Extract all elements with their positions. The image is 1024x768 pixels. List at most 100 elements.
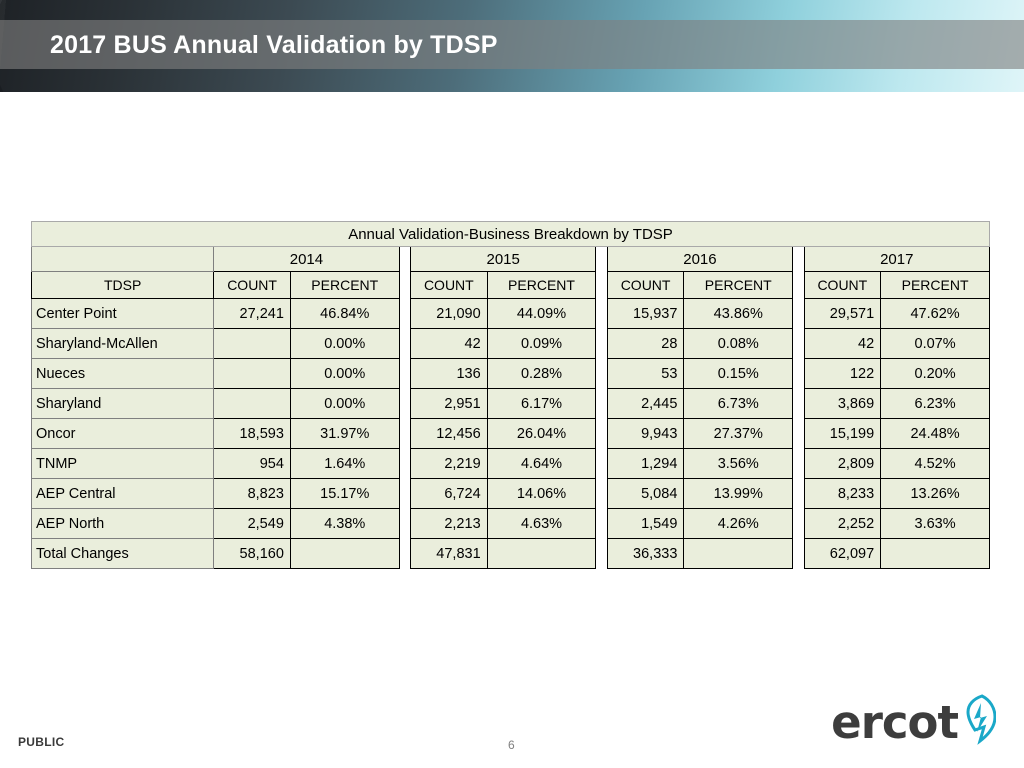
year-header-2016: 2016 <box>606 246 794 272</box>
cell-count: 47,831 <box>410 538 488 569</box>
table-row: Sharyland 0.00% 2,951 6.17% 2,445 6.73% … <box>30 388 990 419</box>
cell-count: 42 <box>803 328 882 359</box>
cell-count: 58,160 <box>213 538 291 569</box>
column-spacer <box>792 246 805 272</box>
cell-percent: 4.26% <box>683 508 794 539</box>
cell-percent: 4.64% <box>486 448 597 479</box>
cell-percent: 0.08% <box>683 328 794 359</box>
cell-count: 18,593 <box>213 418 291 449</box>
cell-percent: 0.09% <box>486 328 597 359</box>
cell-percent: 6.73% <box>683 388 794 419</box>
cell-percent: 46.84% <box>289 298 400 329</box>
column-spacer <box>399 538 411 569</box>
row-label: Total Changes <box>30 538 215 569</box>
row-label: Oncor <box>30 418 215 449</box>
column-spacer <box>792 328 805 359</box>
row-label: TNMP <box>30 448 215 479</box>
table-row: AEP Central 8,823 15.17% 6,724 14.06% 5,… <box>30 478 990 509</box>
cell-percent: 3.63% <box>880 508 990 539</box>
table-row-total: Total Changes 58,160 47,831 36,333 62,09… <box>30 538 990 569</box>
header-count-2017: COUNT <box>803 271 882 299</box>
column-spacer <box>399 328 411 359</box>
cell-percent-empty <box>486 538 597 569</box>
cell-count: 8,823 <box>213 478 291 509</box>
column-spacer <box>595 246 608 272</box>
column-spacer <box>399 448 411 479</box>
table-row: AEP North 2,549 4.38% 2,213 4.63% 1,549 … <box>30 508 990 539</box>
row-label: AEP North <box>30 508 215 539</box>
cell-count: 9,943 <box>606 418 685 449</box>
cell-percent: 44.09% <box>486 298 597 329</box>
column-spacer <box>792 388 805 419</box>
column-spacer <box>595 418 608 449</box>
column-spacer <box>399 508 411 539</box>
page-title: 2017 BUS Annual Validation by TDSP <box>50 31 498 59</box>
row-label: Nueces <box>30 358 215 389</box>
cell-percent: 26.04% <box>486 418 597 449</box>
cell-percent: 31.97% <box>289 418 400 449</box>
cell-count: 2,951 <box>410 388 488 419</box>
table-title-row: Annual Validation-Business Breakdown by … <box>31 221 990 247</box>
header-gray-overlay <box>0 20 1024 69</box>
column-header-row: TDSP COUNT PERCENT COUNT PERCENT COUNT P… <box>30 271 990 299</box>
cell-percent-empty <box>683 538 794 569</box>
table-row: TNMP 954 1.64% 2,219 4.64% 1,294 3.56% 2… <box>30 448 990 479</box>
annual-validation-table: Annual Validation-Business Breakdown by … <box>30 221 991 569</box>
cell-percent: 0.28% <box>486 358 597 389</box>
column-spacer <box>595 328 608 359</box>
year-header-row: 2014 2015 2016 2017 <box>30 246 991 272</box>
cell-count: 3,869 <box>803 388 882 419</box>
column-spacer <box>595 478 608 509</box>
cell-count: 53 <box>606 358 685 389</box>
column-spacer <box>399 418 411 449</box>
header-tdsp: TDSP <box>30 271 215 299</box>
year-header-2015: 2015 <box>410 246 597 272</box>
column-spacer <box>399 478 411 509</box>
column-spacer <box>792 448 805 479</box>
cell-percent: 0.00% <box>289 328 400 359</box>
year-row-blank <box>30 246 215 272</box>
cell-count: 2,213 <box>410 508 488 539</box>
column-spacer <box>595 448 608 479</box>
cell-percent: 15.17% <box>289 478 400 509</box>
cell-percent: 0.15% <box>683 358 794 389</box>
cell-percent-empty <box>880 538 990 569</box>
column-spacer <box>595 358 608 389</box>
cell-percent: 4.52% <box>880 448 990 479</box>
cell-count: 136 <box>410 358 488 389</box>
cell-count: 15,199 <box>803 418 882 449</box>
cell-count: 29,571 <box>803 298 882 329</box>
column-spacer <box>792 418 805 449</box>
cell-percent-empty <box>289 538 400 569</box>
cell-percent: 0.20% <box>880 358 990 389</box>
cell-percent: 4.38% <box>289 508 400 539</box>
header-percent-2015: PERCENT <box>486 271 597 299</box>
cell-count: 5,084 <box>606 478 685 509</box>
cell-percent: 14.06% <box>486 478 597 509</box>
cell-count: 6,724 <box>410 478 488 509</box>
cell-count: 36,333 <box>606 538 685 569</box>
cell-percent: 3.56% <box>683 448 794 479</box>
cell-count: 2,445 <box>606 388 685 419</box>
cell-percent: 13.26% <box>880 478 990 509</box>
cell-count: 21,090 <box>410 298 488 329</box>
column-spacer <box>792 271 805 299</box>
table-title: Annual Validation-Business Breakdown by … <box>31 221 990 247</box>
cell-percent: 6.23% <box>880 388 990 419</box>
column-spacer <box>792 298 805 329</box>
cell-count: 2,219 <box>410 448 488 479</box>
cell-count: 2,549 <box>213 508 291 539</box>
cell-count: 954 <box>213 448 291 479</box>
column-spacer <box>595 538 608 569</box>
cell-count: 2,809 <box>803 448 882 479</box>
column-spacer <box>595 508 608 539</box>
ercot-lightning-icon <box>962 694 997 753</box>
column-spacer <box>595 298 608 329</box>
cell-percent: 0.07% <box>880 328 990 359</box>
cell-percent: 4.63% <box>486 508 597 539</box>
column-spacer <box>399 358 411 389</box>
header-count-2015: COUNT <box>410 271 488 299</box>
cell-count <box>213 388 291 419</box>
header-percent-2016: PERCENT <box>683 271 794 299</box>
slide-header-band: 2017 BUS Annual Validation by TDSP <box>0 0 1024 92</box>
